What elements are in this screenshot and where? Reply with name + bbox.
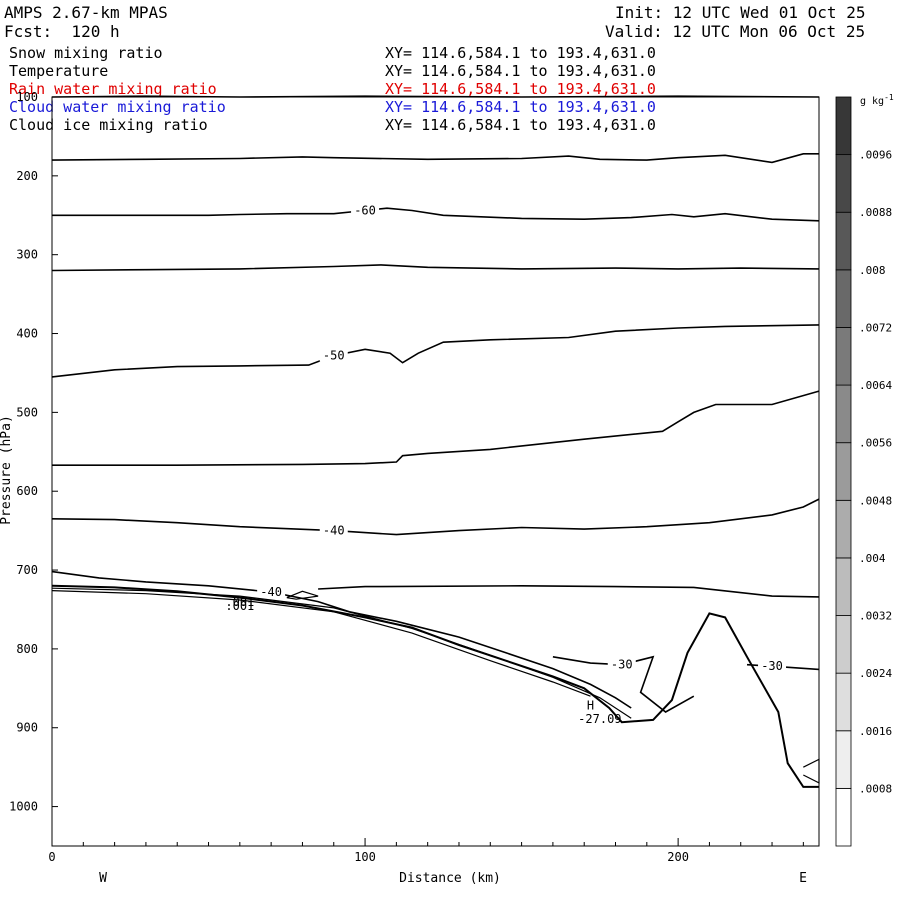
colorbar-label-7: .0064 <box>859 379 892 392</box>
y-tick-label-900: 900 <box>16 721 38 735</box>
field-rain-name: Rain water mixing ratio <box>9 80 217 98</box>
colorbar-bin-9 <box>835 269 852 328</box>
y-tick-label-600: 600 <box>16 484 38 498</box>
colorbar-bin-0 <box>835 787 852 847</box>
y-tick-label-200: 200 <box>16 169 38 183</box>
isotherm-minus30-label-bg <box>607 656 636 671</box>
annotations: H-27.09 <box>578 699 621 726</box>
isotherm-1 <box>51 95 820 98</box>
y-tick-label-1000: 1000 <box>9 800 38 814</box>
init-time: Init: 12 UTC Wed 01 Oct 25 <box>615 3 866 22</box>
field-cloud-ice-name: Cloud ice mixing ratio <box>9 116 208 134</box>
isotherm-minus30-right-label-bg <box>758 658 787 673</box>
y-tick-label-500: 500 <box>16 405 38 419</box>
y-tick-label-400: 400 <box>16 327 38 341</box>
colorbar-label-5: .0048 <box>859 494 892 507</box>
isotherm-minus40-low <box>51 570 632 709</box>
colorbar-label-8: .0072 <box>859 321 892 334</box>
model-title: AMPS 2.67-km MPAS <box>4 3 168 22</box>
colorbar-bin-3 <box>835 615 852 674</box>
field-cloud-water-name: Cloud water mixing ratio <box>9 98 226 116</box>
colorbar-label-1: .0016 <box>859 725 892 738</box>
x-tick-label-200: 200 <box>667 850 689 864</box>
field-temperature-xy: XY= 114.6,584.1 to 193.4,631.0 <box>385 62 656 80</box>
field-rain-xy: XY= 114.6,584.1 to 193.4,631.0 <box>385 80 656 98</box>
colorbar-label-0: .0008 <box>859 782 892 795</box>
isotherm-4 <box>52 390 820 466</box>
field-cloud-ice-xy: XY= 114.6,584.1 to 193.4,631.0 <box>385 116 656 134</box>
direction-west: W <box>99 871 107 886</box>
colorbar-label-4: .004 <box>859 552 886 565</box>
y-axis-label: Pressure (hPa) <box>0 415 14 525</box>
field-cloud-water-xy: XY= 114.6,584.1 to 193.4,631.0 <box>385 98 656 116</box>
colorbar-bin-4 <box>835 557 852 616</box>
forecast-hour: Fcst: 120 h <box>4 22 120 41</box>
field-snow-xy: XY= 114.6,584.1 to 193.4,631.0 <box>385 44 656 62</box>
isotherm-minus40-label: -40 <box>323 524 345 538</box>
isotherm-2 <box>51 153 819 164</box>
colorbar-bin-10 <box>835 211 852 271</box>
plot-frame <box>51 96 820 847</box>
x-axis-label: Distance (km) <box>399 871 501 886</box>
isotherm-minus60-label-bg <box>351 202 380 217</box>
colorbar-bin-5 <box>835 499 852 559</box>
y-axis: 100 200 300 400 500 600 700 800 900 1000 <box>9 90 58 814</box>
cloud-contours: .001.001 <box>51 587 820 784</box>
isotherm-minus60 <box>52 207 820 222</box>
isotherm-minus40-low-label-bg <box>257 584 286 599</box>
isotherm-minus50 <box>51 324 820 378</box>
colorbar-label-10: .0088 <box>859 206 892 219</box>
isotherm-minus30 <box>552 655 695 713</box>
colorbar-bin-7 <box>835 384 852 444</box>
y-tick-label-800: 800 <box>16 642 38 656</box>
colorbar-bin-1 <box>835 730 852 789</box>
isotherm-3 <box>51 264 820 272</box>
colorbar-bin-12 <box>835 96 852 156</box>
colorbar-label-6: .0056 <box>859 437 892 450</box>
isotherm-minus40-low-label: -40 <box>260 585 282 599</box>
field-snow-name: Snow mixing ratio <box>9 44 163 62</box>
colorbar: .0008 .0016 .0024 .0032 .004 .0048 .0056 .0064.… <box>835 96 892 847</box>
x-axis: 0 100 200 <box>48 838 804 864</box>
colorbar-bin-11 <box>835 154 852 213</box>
isotherm-minus50-label-bg <box>319 347 348 362</box>
high-label: H <box>587 699 594 713</box>
colorbar-unit-base: g kg <box>860 96 884 107</box>
value-label: -27.09 <box>578 712 621 726</box>
isotherm-minus60-label: -60 <box>354 204 376 218</box>
cloud-ice-right <box>803 758 820 784</box>
direction-east: E <box>799 871 807 886</box>
terrain-outline <box>51 584 819 788</box>
isotherm-minus40-label-bg <box>319 522 348 537</box>
isotherm-minus30-label: -30 <box>611 658 633 672</box>
field-temperature-name: Temperature <box>9 62 109 80</box>
colorbar-label-9: .008 <box>859 264 886 277</box>
isotherm-minus30-right-label: -30 <box>761 659 783 673</box>
cloud-contour-2 <box>51 590 591 697</box>
colorbar-bin-8 <box>835 327 852 386</box>
colorbar-label-2: .0024 <box>859 667 892 680</box>
isotherm-minus40 <box>51 498 820 536</box>
cloud-contour-1 <box>51 587 632 719</box>
x-tick-label-100: 100 <box>354 850 376 864</box>
cloud-ice-loop <box>286 590 319 600</box>
colorbar-bin-6 <box>835 442 852 501</box>
y-tick-label-700: 700 <box>16 563 38 577</box>
colorbar-label-3: .0032 <box>859 610 892 623</box>
cloud-contour-2-label: .001 <box>225 599 254 613</box>
colorbar-unit-exponent: -1 <box>884 93 894 102</box>
isotherm-5 <box>318 584 820 598</box>
x-tick-label-0: 0 <box>48 850 55 864</box>
temperature-isotherms: -60 -50 -40 -40 -30 -30 <box>51 95 820 788</box>
colorbar-bin-2 <box>835 672 852 732</box>
colorbar-unit: g kg-1 <box>860 93 894 107</box>
cloud-contour-1-label: .001 <box>225 595 254 609</box>
y-tick-label-300: 300 <box>16 248 38 262</box>
colorbar-label-11: .0096 <box>859 149 892 162</box>
valid-time: Valid: 12 UTC Mon 06 Oct 25 <box>605 22 866 41</box>
y-tick-label-100: 100 <box>16 90 38 104</box>
isotherm-minus50-label: -50 <box>323 349 345 363</box>
